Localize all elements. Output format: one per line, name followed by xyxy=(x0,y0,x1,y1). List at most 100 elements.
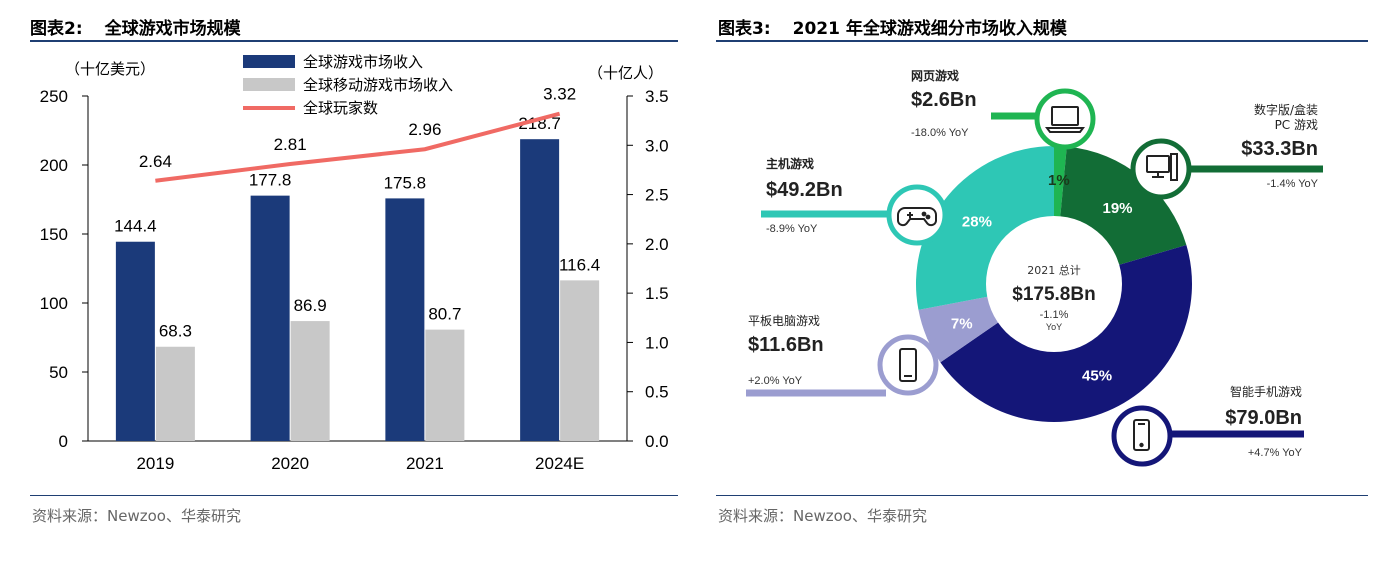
pie-pct-tablet: 7% xyxy=(951,316,973,333)
pie-pct-web: 1% xyxy=(1048,172,1070,189)
callout-web-games: 网页游戏 $2.6Bn -18.0% YoY xyxy=(911,68,1096,165)
legend: 全球游戏市场收入 全球移动游戏市场收入 全球玩家数 xyxy=(243,53,453,117)
players-line-label: 2.96 xyxy=(408,120,441,139)
figure-3-heading: 2021 年全球游戏细分市场收入规模 xyxy=(792,19,1067,39)
left-tick-label: 100 xyxy=(40,294,68,313)
legend-label-mobile: 全球移动游戏市场收入 xyxy=(303,76,453,94)
pc-icon-ring xyxy=(1130,138,1192,200)
x-category-label: 2019 xyxy=(136,454,174,473)
smartphone-yoy-label: +4.7% YoY xyxy=(1248,447,1303,459)
bar-mobile-label: 80.7 xyxy=(428,305,461,324)
center-total-yoy-unit: YoY xyxy=(1046,322,1062,332)
pie-chart: 1% 19% 45% 7% 28% 2021 总计 $175.8Bn -1.1% YoY… xyxy=(746,68,1323,467)
callout-tablet-games: 平板电脑游戏 $11.6Bn +2.0% YoY xyxy=(746,314,948,397)
bar-total-revenue xyxy=(520,139,560,441)
legend-swatch-total xyxy=(243,55,295,68)
figure-2-heading: 全球游戏市场规模 xyxy=(104,19,241,39)
pc-yoy-label: -1.4% YoY xyxy=(1267,178,1319,190)
connector-tablet-up xyxy=(926,327,948,343)
bar-total-label: 218.7 xyxy=(518,114,561,133)
figure-3-bottom-rule xyxy=(716,495,1368,496)
figure-3-source: 资料来源：Newzoo、华泰研究 xyxy=(718,507,927,525)
bar-chart: （十亿美元） （十亿人） 全球游戏市场收入 全球移动游戏市场收入 全球玩家数 0… xyxy=(40,53,669,473)
left-axis-unit-label: （十亿美元） xyxy=(65,60,155,78)
left-axis-ticks: 0 50 100 150 200 250 xyxy=(40,87,88,451)
web-yoy-label: -18.0% YoY xyxy=(911,127,969,139)
bar-total-revenue xyxy=(385,198,425,441)
smartphone-icon xyxy=(1133,419,1150,451)
web-icon-ring xyxy=(1034,88,1096,150)
tablet-yoy-label: +2.0% YoY xyxy=(748,375,803,387)
desktop-pc-icon xyxy=(1146,153,1178,181)
bar-total-revenue xyxy=(250,195,290,441)
right-axis-unit-label: （十亿人） xyxy=(588,64,663,82)
gamepad-icon xyxy=(897,207,937,227)
left-tick-label: 200 xyxy=(40,156,68,175)
right-tick-label: 3.5 xyxy=(645,87,669,106)
bar-mobile-revenue xyxy=(560,280,600,441)
bar-total-label: 177.8 xyxy=(249,171,292,190)
players-line xyxy=(155,111,561,183)
figure-3-title: 图表3: 2021 年全球游戏细分市场收入规模 xyxy=(718,14,1067,39)
legend-label-players: 全球玩家数 xyxy=(303,99,378,117)
callout-smartphone-games: 智能手机游戏 $79.0Bn +4.7% YoY xyxy=(1111,384,1304,467)
figure-2-title: 图表2: 全球游戏市场规模 xyxy=(30,14,241,39)
bar-mobile-revenue xyxy=(290,321,330,441)
players-line-label: 2.64 xyxy=(139,152,172,171)
bar-mobile-revenue xyxy=(155,346,195,441)
bar-mobile-label: 116.4 xyxy=(559,255,600,274)
bar-mobile-label: 86.9 xyxy=(294,296,327,315)
players-line-label: 2.81 xyxy=(274,135,307,154)
console-icon-ring xyxy=(886,184,948,246)
bar-total-label: 144.4 xyxy=(114,217,157,236)
pie-pct-pc: 19% xyxy=(1103,200,1133,217)
pc-name-label-2: PC 游戏 xyxy=(1275,118,1318,132)
right-tick-label: 3.0 xyxy=(645,136,669,155)
bar-mobile-revenue xyxy=(425,329,465,441)
smartphone-icon-ring xyxy=(1111,405,1173,467)
center-total-yoy: -1.1% xyxy=(1040,309,1069,321)
figure-2-label: 图表2: xyxy=(30,19,83,39)
center-circle xyxy=(986,216,1122,352)
pc-name-label-1: 数字版/盒装 xyxy=(1254,102,1318,117)
right-tick-label: 0.0 xyxy=(645,432,669,451)
laptop-icon xyxy=(1045,106,1085,133)
smartphone-name-label: 智能手机游戏 xyxy=(1230,384,1302,399)
figure-2-source: 资料来源：Newzoo、华泰研究 xyxy=(32,507,241,525)
bar-mobile-label: 68.3 xyxy=(159,322,192,341)
figure-2-panel: 图表2: 全球游戏市场规模 （十亿美元） （十亿人） 全球游戏市场收入 全球移动游… xyxy=(0,0,690,564)
pc-value-label: $33.3Bn xyxy=(1241,138,1318,160)
figure-3-top-rule xyxy=(716,40,1368,42)
smartphone-value-label: $79.0Bn xyxy=(1225,407,1302,429)
bars: 144.4 68.3 177.8 86.9 175.8 80.7 218.7 116.4 xyxy=(114,114,600,441)
tablet-icon xyxy=(899,348,917,382)
web-name-label: 网页游戏 xyxy=(911,68,959,83)
left-tick-label: 150 xyxy=(40,225,68,244)
right-tick-label: 1.5 xyxy=(645,284,669,303)
figure-2-top-rule xyxy=(30,40,678,42)
tablet-name-label: 平板电脑游戏 xyxy=(748,314,820,328)
players-line-series: 2.64 2.81 2.96 3.32 xyxy=(139,85,576,183)
left-tick-label: 0 xyxy=(59,432,68,451)
legend-swatch-mobile xyxy=(243,78,295,91)
bar-total-label: 175.8 xyxy=(384,173,427,192)
figure-3-label: 图表3: xyxy=(718,19,771,39)
x-category-label: 2021 xyxy=(406,454,444,473)
web-value-label: $2.6Bn xyxy=(911,89,977,111)
players-line-label: 3.32 xyxy=(543,85,576,104)
figure-2-bottom-rule xyxy=(30,495,678,496)
left-tick-label: 50 xyxy=(49,363,68,382)
figure-3-panel: 图表3: 2021 年全球游戏细分市场收入规模 1% 19% 45% 7% 28% 202… xyxy=(706,0,1397,564)
callout-pc-games: 数字版/盒装 PC 游戏 $33.3Bn -1.4% YoY xyxy=(1130,102,1323,200)
right-tick-label: 1.0 xyxy=(645,333,669,352)
console-name-label: 主机游戏 xyxy=(766,156,814,171)
console-value-label: $49.2Bn xyxy=(766,179,843,201)
x-category-label: 2024E xyxy=(535,454,584,473)
right-tick-label: 0.5 xyxy=(645,383,669,402)
bar-total-revenue xyxy=(115,241,155,441)
center-total-value: $175.8Bn xyxy=(1012,284,1095,305)
left-tick-label: 250 xyxy=(40,87,68,106)
tablet-icon-ring xyxy=(877,334,939,396)
right-tick-label: 2.0 xyxy=(645,235,669,254)
legend-label-total: 全球游戏市场收入 xyxy=(303,53,423,71)
